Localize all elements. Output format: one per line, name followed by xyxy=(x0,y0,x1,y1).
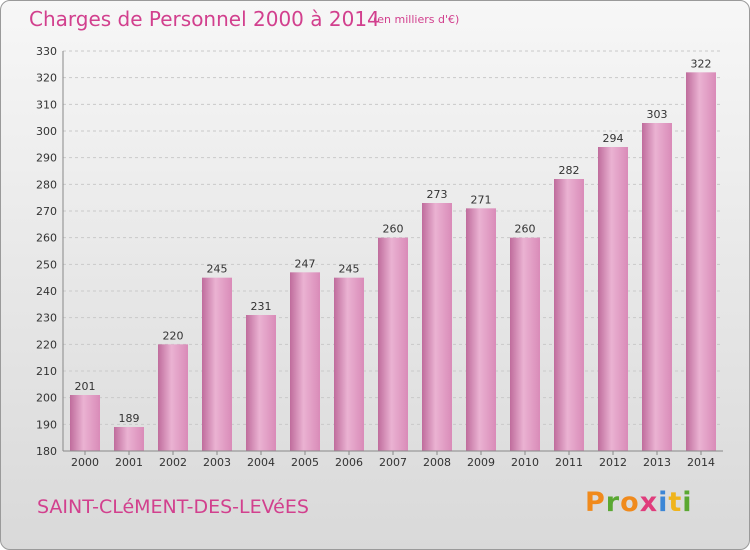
x-tick-label: 2010 xyxy=(511,456,539,469)
data-label: 220 xyxy=(163,329,184,342)
data-label: 273 xyxy=(427,188,448,201)
logo-letter: P xyxy=(585,487,606,518)
bars: 201 189 220 245 231 247 245 260 273 271 260 282 294 3… xyxy=(70,57,716,451)
bar-2007 xyxy=(378,237,408,451)
data-label: 245 xyxy=(339,263,360,276)
bar-2011 xyxy=(554,179,584,451)
x-tick-label: 2014 xyxy=(687,456,715,469)
y-tick-label: 220 xyxy=(36,338,57,351)
y-tick-label: 330 xyxy=(36,45,57,58)
x-tick-label: 2005 xyxy=(291,456,319,469)
logo-letter: i xyxy=(682,487,693,518)
bar-2000 xyxy=(70,395,100,451)
data-label: 260 xyxy=(515,223,536,236)
x-tick-label: 2008 xyxy=(423,456,451,469)
logo-letter: t xyxy=(668,487,683,518)
x-tick-label: 2011 xyxy=(555,456,583,469)
x-tick-label: 2004 xyxy=(247,456,275,469)
bar-2008 xyxy=(422,203,452,451)
y-tick-label: 190 xyxy=(36,418,57,431)
x-tick-label: 2012 xyxy=(599,456,627,469)
bar-2005 xyxy=(290,272,320,451)
x-tick-label: 2006 xyxy=(335,456,363,469)
y-tick-label: 260 xyxy=(36,232,57,245)
bar-2013 xyxy=(642,123,672,451)
proxiti-logo: Proxiti xyxy=(585,487,693,518)
data-label: 303 xyxy=(647,108,668,121)
y-tick-label: 200 xyxy=(36,392,57,405)
data-label: 231 xyxy=(251,300,272,313)
y-tick-label: 210 xyxy=(36,365,57,378)
axes: 180 190 200 210 220 230 240 250 260 270 280 290 300 3… xyxy=(36,45,723,469)
x-tick-label: 2013 xyxy=(643,456,671,469)
y-tick-label: 270 xyxy=(36,205,57,218)
data-label: 322 xyxy=(691,57,712,70)
y-tick-label: 280 xyxy=(36,178,57,191)
x-tick-label: 2003 xyxy=(203,456,231,469)
x-tick-label: 2009 xyxy=(467,456,495,469)
bar-2010 xyxy=(510,237,540,451)
bar-2003 xyxy=(202,277,232,451)
bar-2004 xyxy=(246,315,276,451)
data-label: 201 xyxy=(75,380,96,393)
bar-2014 xyxy=(686,72,716,451)
data-label: 282 xyxy=(559,164,580,177)
y-tick-label: 180 xyxy=(36,445,57,458)
data-label: 260 xyxy=(383,223,404,236)
y-tick-label: 290 xyxy=(36,152,57,165)
data-label: 245 xyxy=(207,263,228,276)
y-tick-label: 250 xyxy=(36,258,57,271)
logo-letter: r xyxy=(605,487,621,518)
logo-letter: o xyxy=(620,487,640,518)
x-tick-label: 2007 xyxy=(379,456,407,469)
bar-2006 xyxy=(334,277,364,451)
y-tick-label: 300 xyxy=(36,125,57,138)
y-tick-label: 240 xyxy=(36,285,57,298)
bar-2002 xyxy=(158,344,188,451)
chart-title: Charges de Personnel 2000 à 2014 xyxy=(29,7,380,31)
x-tick-label: 2002 xyxy=(159,456,187,469)
data-label: 247 xyxy=(295,257,316,270)
bar-2012 xyxy=(598,147,628,451)
x-tick-label: 2000 xyxy=(71,456,99,469)
y-tick-label: 320 xyxy=(36,72,57,85)
x-tick-label: 2001 xyxy=(115,456,143,469)
chart-unit-label: (en milliers d'€) xyxy=(373,13,460,26)
logo-letter: i xyxy=(658,487,669,518)
logo-letter: x xyxy=(639,487,659,518)
data-label: 271 xyxy=(471,193,492,206)
bar-2009 xyxy=(466,208,496,451)
bar-2001 xyxy=(114,427,144,451)
data-label: 294 xyxy=(603,132,624,145)
y-tick-label: 310 xyxy=(36,98,57,111)
y-tick-label: 230 xyxy=(36,312,57,325)
town-name: SAINT-CLéMENT-DES-LEVéES xyxy=(37,496,309,518)
data-label: 189 xyxy=(119,412,140,425)
